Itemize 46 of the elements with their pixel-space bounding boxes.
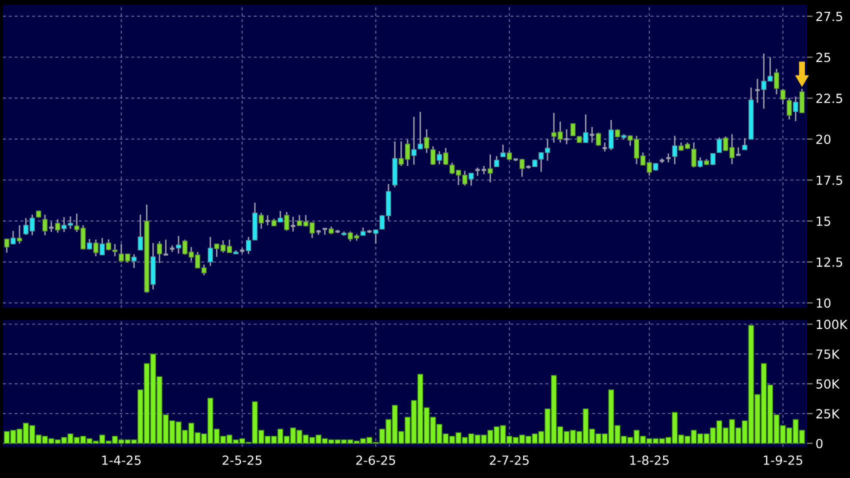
candlestick [278,210,283,223]
candlestick [799,88,805,114]
candlestick [4,238,10,254]
candlestick [494,155,500,168]
candlestick [138,214,143,251]
y-tick-label: 12.5 [816,257,842,267]
y-tick-label: 27.5 [816,12,842,22]
candlestick [443,147,448,166]
x-tick-label: 2-5-25 [222,455,262,465]
y-tick-label: 17.5 [816,176,842,185]
x-tick-label: 2-7-25 [490,455,529,465]
candlestick [672,135,678,165]
y-tick-label: 50K [816,379,840,389]
candlestick [468,172,474,186]
x-tick-label: 1-8-25 [630,455,669,465]
candlestick [93,238,98,257]
candlestick [500,144,506,158]
x-tick-label: 1-4-25 [102,455,141,465]
candlestick [430,146,436,166]
candlestick [10,230,16,245]
candlestick [436,150,442,166]
candlestick [424,128,430,154]
candlestick [742,137,748,150]
candlestick [208,236,213,267]
candlestick [774,68,780,96]
y-tick-label: 25 [816,52,830,62]
candlestick [780,88,786,106]
y-tick-label: 0 [816,438,823,448]
candlestick [691,142,696,168]
candlestick [716,136,722,154]
y-tick-label: 10 [816,298,830,308]
y-tick-label: 100K [816,320,848,330]
candlestick [698,156,703,168]
candlestick [100,237,105,256]
candlestick [16,224,22,244]
candlestick [786,97,792,120]
y-tick-label: 15 [816,216,830,226]
y-tick-label: 75K [816,350,840,359]
y-tick-label: 20 [816,134,830,144]
x-tick-label: 1-9-25 [764,455,802,465]
y-tick-label: 22.5 [816,94,842,104]
candlestick [131,254,137,269]
candlestick [793,96,798,122]
y-tick-label: 25K [816,409,840,418]
x-tick-label: 2-6-25 [356,455,396,465]
candlestick [570,123,576,136]
